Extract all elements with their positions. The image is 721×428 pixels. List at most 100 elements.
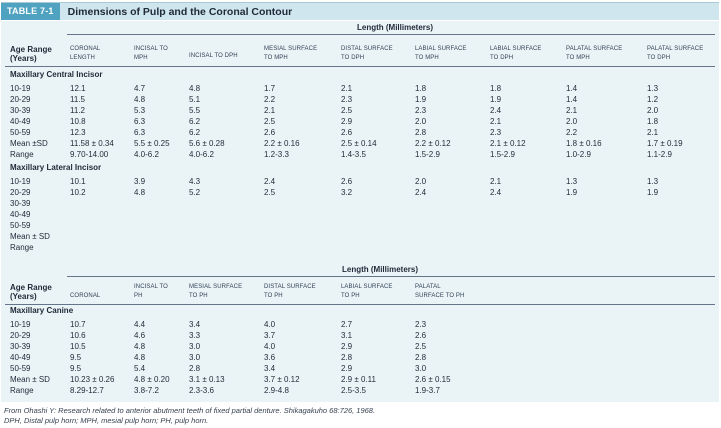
table-cell: 3.0 [415,364,427,373]
length-header: Length (Millimeters) [357,23,434,32]
table-cell: 1.3 [647,177,659,186]
table-cell: 2.8 [415,353,427,362]
table-cell: 3.3 [189,331,201,340]
table-cell: 2.5 [264,188,276,197]
column-header: LABIAL SURFACE [490,46,542,52]
group-heading: Maxillary Central Incisor [10,70,103,79]
column-header: MESIAL SURFACE [264,46,318,52]
table-cell: 2.5 [341,106,353,115]
table-cell: 11.58 ± 0.34 [70,139,114,148]
header-rule [5,304,715,305]
row-age-label: Range [10,150,34,159]
table-cell: 2.4 [264,177,276,186]
column-header: PH [134,293,143,299]
table-cell: 3.4 [189,320,201,329]
column-header: TO MPH [415,55,439,61]
table-cell: 2.4 [490,188,502,197]
table-cell: 2.9-4.8 [264,386,289,395]
column-header: TO PH [341,293,360,299]
table-cell: 5.5 ± 0.25 [134,139,170,148]
table-cell: 4.0-6.2 [189,150,214,159]
table-cell: 11.5 [70,95,85,104]
table-cell: 2.0 [566,117,578,126]
table-cell: 6.3 [134,128,146,137]
table-cell: 2.4 [490,106,502,115]
table-title: Dimensions of Pulp and the Coronal Conto… [67,5,293,18]
table-cell: 3.8-7.2 [134,386,159,395]
table-cell: 2.0 [415,117,427,126]
table-cell: 2.6 [341,177,353,186]
table-cell: 2.2 [264,95,276,104]
table-label: TABLE 7-1 [1,3,60,20]
table-cell: 1.8 [647,117,659,126]
table-cell: 11.2 [70,106,85,115]
column-header: LABIAL SURFACE [415,46,467,52]
table-footnote-source: From Ohashi Y: Research related to anter… [4,406,376,415]
table-cell: 4.6 [134,331,146,340]
table-cell: 3.2 [341,188,353,197]
table-cell: 3.1 [341,331,353,340]
table-cell: 4.4 [134,320,146,329]
table-cell: 9.70-14.00 [70,150,109,159]
age-range-years-header: (Years) [10,292,37,301]
table-cell: 10.7 [70,320,86,329]
table-cell: 1.5-2.9 [490,150,515,159]
column-header: PALATAL SURFACE [647,46,704,52]
table-cell: 1.0-2.9 [566,150,591,159]
table-cell: 2.9 [341,364,353,373]
table-cell: 1.2-3.3 [264,150,289,159]
table-cell: 2.3 [415,320,427,329]
table-cell: 4.7 [134,84,146,93]
row-age-label: 40-49 [10,353,31,362]
table-cell: 2.2 ± 0.16 [264,139,300,148]
row-age-label: 20-29 [10,95,31,104]
table-cell: 2.4 [415,188,427,197]
row-age-label: 50-59 [10,221,31,230]
table-cell: 1.4-3.5 [341,150,366,159]
table-cell: 2.9 [341,117,353,126]
age-range-header: Age Range [10,45,52,54]
row-age-label: 30-39 [10,199,31,208]
column-header: LABIAL SURFACE [341,284,393,290]
row-age-label: 10-19 [10,320,31,329]
table-cell: 2.1 [647,128,659,137]
table-cell: 6.2 [189,117,201,126]
table-cell: 1.7 ± 0.19 [647,139,683,148]
column-header: TO DPH [490,55,514,61]
row-age-label: 10-19 [10,177,31,186]
age-range-header: Age Range [10,283,52,292]
table-section-incisors: Length (Millimeters) Age Range (Years) CORO… [1,21,719,263]
row-age-label: 30-39 [10,342,31,351]
table-cell: 2.6 [264,128,276,137]
table-cell: 2.2 ± 0.12 [415,139,451,148]
table-cell: 2.5 [415,342,427,351]
table-section-canine: Length (Millimeters) Age Range (Years) CORO… [1,263,719,402]
table-cell: 4.0-6.2 [134,150,159,159]
table-cell: 4.8 [134,95,146,104]
table-cell: 3.0 [189,353,201,362]
table-cell: 2.0 [415,177,427,186]
row-age-label: Range [10,386,34,395]
length-header-rule [67,34,715,35]
group-heading: Maxillary Canine [10,306,74,315]
table-cell: 1.8 [415,84,427,93]
table-cell: 2.1 [264,106,276,115]
table-cell: 5.6 ± 0.28 [189,139,225,148]
table-cell: 1.9 [566,188,578,197]
column-header: MESIAL SURFACE [189,284,243,290]
table-cell: 2.0 [647,106,659,115]
table-cell: 1.9-3.7 [415,386,440,395]
column-header: CORONAL [70,46,101,52]
length-header-rule [67,276,715,277]
table-cell: 1.8 ± 0.16 [566,139,602,148]
table-cell: 3.7 ± 0.12 [264,375,300,384]
table-cell: 2.9 [341,342,353,351]
table-cell: 2.2 [566,128,578,137]
table-cell: 12.1 [70,84,86,93]
table-cell: 2.6 [341,128,353,137]
row-age-label: 40-49 [10,117,31,126]
column-header: PALATAL [415,284,441,290]
row-age-label: 50-59 [10,364,31,373]
table-cell: 1.9 [647,188,659,197]
row-age-label: 40-49 [10,210,31,219]
